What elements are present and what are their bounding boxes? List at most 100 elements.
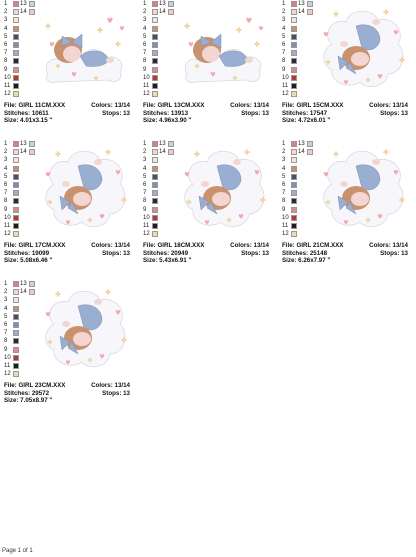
- swatch-row: 10: [282, 214, 312, 222]
- swatch-row: 4: [282, 25, 312, 33]
- design-card: 1 13 2 14 3 4 5 6 7 8 9 10 11 12 File: GIRL 11CM.XXX Co…: [0, 0, 132, 140]
- swatch-color: [152, 91, 158, 98]
- swatch-number: 10: [282, 214, 289, 221]
- swatch-color: [291, 231, 297, 238]
- swatch-color: [29, 289, 35, 296]
- swatch-color: [13, 281, 19, 287]
- swatch-number: 1: [4, 1, 8, 7]
- swatch-number: 1: [282, 141, 286, 147]
- swatch-color: [152, 222, 158, 229]
- swatch-row: 5: [143, 33, 173, 41]
- swatch-color: [152, 181, 158, 188]
- heart-icon: [49, 41, 55, 47]
- swatch-color: [291, 157, 297, 164]
- stitch-count: Stitches: 25148: [282, 249, 328, 257]
- color-count: Colors: 13/14: [369, 242, 408, 249]
- swatch-row: 11: [4, 82, 34, 90]
- swatch-color: [152, 74, 158, 81]
- star-icon: [259, 196, 267, 204]
- swatch-color: [152, 41, 158, 48]
- swatch-row: 7: [143, 49, 173, 57]
- heart-icon: [377, 73, 383, 79]
- swatch-color: [291, 9, 297, 16]
- star-icon: [243, 148, 251, 156]
- swatch-row: 10: [143, 214, 173, 222]
- swatch-row: 12: [282, 90, 312, 98]
- swatch-color: [291, 66, 297, 73]
- swatch-row: 9: [4, 346, 34, 354]
- heart-icon: [71, 71, 77, 77]
- swatch-number: 3: [143, 17, 147, 24]
- swatch-color: [152, 165, 158, 172]
- swatch-row: 12: [4, 90, 34, 98]
- swatch-color: [168, 9, 174, 16]
- swatch-color: [13, 41, 19, 48]
- swatch-number: 4: [143, 165, 147, 172]
- swatch-number: 1: [4, 281, 8, 287]
- heart-icon: [65, 220, 71, 225]
- swatch-color: [13, 222, 19, 229]
- swatch-color: [152, 1, 158, 7]
- swatch-color: [291, 17, 297, 24]
- swatch-color: [13, 362, 19, 369]
- heart-icon: [204, 220, 210, 225]
- swatch-number: 4: [143, 25, 147, 32]
- swatch-color: [291, 198, 297, 205]
- swatch-number: 11: [4, 362, 11, 369]
- swatch-number: 13: [159, 141, 166, 147]
- heart-icon: [115, 309, 121, 315]
- swatch-row: 9: [4, 206, 34, 214]
- swatch-row: 9: [143, 66, 173, 74]
- file-name: File: GIRL 23CM.XXX: [4, 382, 66, 389]
- swatch-number: 4: [4, 25, 8, 32]
- swatch-number: 10: [4, 354, 11, 361]
- hair-bow: [198, 195, 218, 215]
- swatch-number: 14: [298, 9, 305, 16]
- swatch-number: 11: [143, 222, 150, 229]
- swatch-color: [291, 33, 297, 40]
- star-icon: [120, 336, 128, 344]
- heart-icon: [188, 41, 194, 47]
- swatch-color: [29, 149, 35, 156]
- swatch-color: [13, 206, 19, 213]
- swatch-row: 8: [4, 197, 34, 205]
- heart-icon: [377, 213, 383, 219]
- swatch-number: 8: [143, 198, 147, 205]
- heart-icon: [323, 31, 329, 37]
- swatch-number: 9: [282, 66, 286, 73]
- swatch-row: 3: [4, 296, 34, 304]
- design-card: 1 13 2 14 3 4 5 6 7 8 9 10 11 12 File: GIRL 23CM.XXX Co…: [0, 280, 132, 420]
- color-count: Colors: 13/14: [91, 382, 130, 389]
- swatch-row: 1 13: [143, 0, 174, 8]
- swatch-row: 5: [143, 173, 173, 181]
- heart-icon: [323, 171, 329, 177]
- heart-icon: [238, 213, 244, 219]
- swatch-row: 9: [282, 206, 312, 214]
- swatch-color: [152, 33, 158, 40]
- swatch-number: 6: [143, 41, 147, 48]
- star-icon: [54, 62, 62, 70]
- swatch-color: [291, 25, 297, 32]
- star-icon: [185, 198, 193, 206]
- swatch-number: 3: [282, 157, 286, 164]
- star-icon: [324, 198, 332, 206]
- swatch-color: [13, 231, 19, 238]
- swatch-row: 5: [4, 33, 34, 41]
- swatch-number: 6: [4, 41, 8, 48]
- swatch-color: [13, 1, 19, 7]
- swatch-color: [13, 9, 19, 16]
- swatch-row: 12: [143, 230, 173, 238]
- hair-bow: [337, 55, 357, 75]
- swatch-number: 1: [143, 141, 147, 147]
- girl-face: [212, 192, 230, 206]
- swatch-number: 7: [4, 50, 8, 57]
- design-info: File: GIRL 17CM.XXX Colors: 13/14 Stitches…: [4, 242, 132, 265]
- swatch-number: 11: [4, 82, 11, 89]
- design-size: Size: 5.43x6.91 ": [143, 257, 192, 265]
- swatch-number: 10: [4, 214, 11, 221]
- design-info: File: GIRL 13CM.XXX Colors: 13/14 Stitches…: [143, 102, 271, 125]
- swatch-color: [291, 141, 297, 147]
- swatch-color: [13, 321, 19, 328]
- design-info: File: GIRL 21CM.XXX Colors: 13/14 Stitches…: [282, 242, 410, 265]
- swatch-color: [13, 330, 19, 337]
